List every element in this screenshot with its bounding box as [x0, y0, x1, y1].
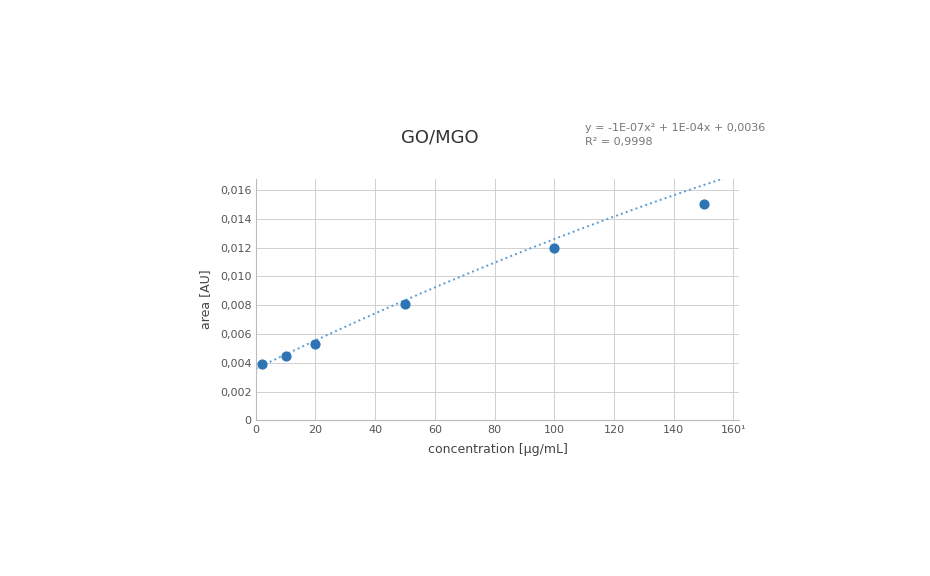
Point — [308, 340, 323, 349]
Point — [397, 300, 412, 309]
Point — [547, 243, 562, 252]
Y-axis label: area [AU]: area [AU] — [199, 270, 212, 329]
Text: y = -1E-07x² + 1E-04x + 0,0036
R² = 0,9998: y = -1E-07x² + 1E-04x + 0,0036 R² = 0,99… — [585, 123, 764, 147]
X-axis label: concentration [μg/mL]: concentration [μg/mL] — [428, 443, 567, 456]
Text: GO/MGO: GO/MGO — [401, 129, 478, 147]
Point — [254, 359, 269, 369]
Point — [696, 200, 711, 209]
Point — [278, 351, 293, 361]
